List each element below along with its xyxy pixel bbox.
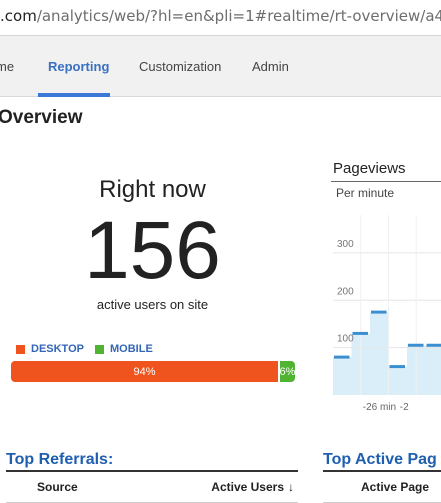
tab-customization[interactable]: Customization: [139, 59, 222, 74]
chart-area-fill: [388, 366, 407, 395]
top-nav: me Reporting Customization Admin: [0, 36, 441, 97]
active-page-column-header[interactable]: Active Page: [361, 480, 430, 494]
right-now-title: Right now: [99, 176, 206, 203]
chart-y-tick-label: 100: [337, 334, 354, 345]
legend-desktop: DESKTOP: [16, 343, 84, 355]
pageviews-chart: 300 200 100 -26 min -2: [333, 215, 441, 413]
page-title: Overview: [0, 107, 83, 128]
pageviews-divider: [331, 181, 441, 182]
desktop-swatch: [16, 344, 25, 354]
source-column-header[interactable]: Source: [37, 480, 78, 494]
tab-admin[interactable]: Admin: [252, 59, 289, 74]
top-active-pages-title: Top Active Pag: [323, 451, 437, 468]
url-path: /analytics/web/?hl=en&pli=1#realtime/rt-…: [36, 7, 441, 25]
mobile-share-segment: 6%: [277, 361, 295, 382]
tab-home[interactable]: me: [0, 59, 15, 74]
sort-arrow-down-icon: ↓: [288, 480, 294, 494]
pageviews-subtitle: Per minute: [336, 186, 395, 200]
url-text[interactable]: .com/analytics/web/?hl=en&pli=1#realtime…: [0, 7, 441, 25]
legend-mobile-label: MOBILE: [110, 343, 153, 355]
mobile-swatch: [95, 344, 104, 354]
active-tab-indicator: [38, 93, 110, 97]
chart-y-tick-label: 200: [337, 286, 354, 297]
address-bar[interactable]: .com/analytics/web/?hl=en&pli=1#realtime…: [0, 0, 441, 36]
url-host: .com: [0, 7, 37, 25]
active-users-column-label: Active Users: [211, 480, 284, 494]
active-users-column-header[interactable]: Active Users ↓: [211, 480, 294, 494]
top-active-pages-header: Active Page: [323, 470, 441, 503]
chart-x-tick-label: -26 min: [363, 402, 396, 413]
chart-area-fill: [370, 312, 389, 395]
top-referrals-header: Source Active Users ↓: [6, 470, 298, 503]
top-referrals-title: Top Referrals:: [6, 451, 114, 468]
chart-y-tick-label: 300: [337, 239, 354, 250]
chart-area-fill: [425, 345, 441, 395]
active-users-label: active users on site: [96, 297, 209, 312]
active-users-count: 156: [84, 205, 221, 296]
chart-area-fill: [333, 357, 352, 395]
desktop-share-segment: 94%: [11, 361, 278, 382]
chart-x-tick-label: -2: [400, 402, 409, 413]
legend-mobile: MOBILE: [95, 343, 153, 355]
pageviews-title: Pageviews: [333, 160, 406, 177]
legend-desktop-label: DESKTOP: [31, 343, 84, 355]
device-split-bar: 94% 6%: [11, 361, 295, 382]
tab-reporting[interactable]: Reporting: [48, 59, 110, 74]
